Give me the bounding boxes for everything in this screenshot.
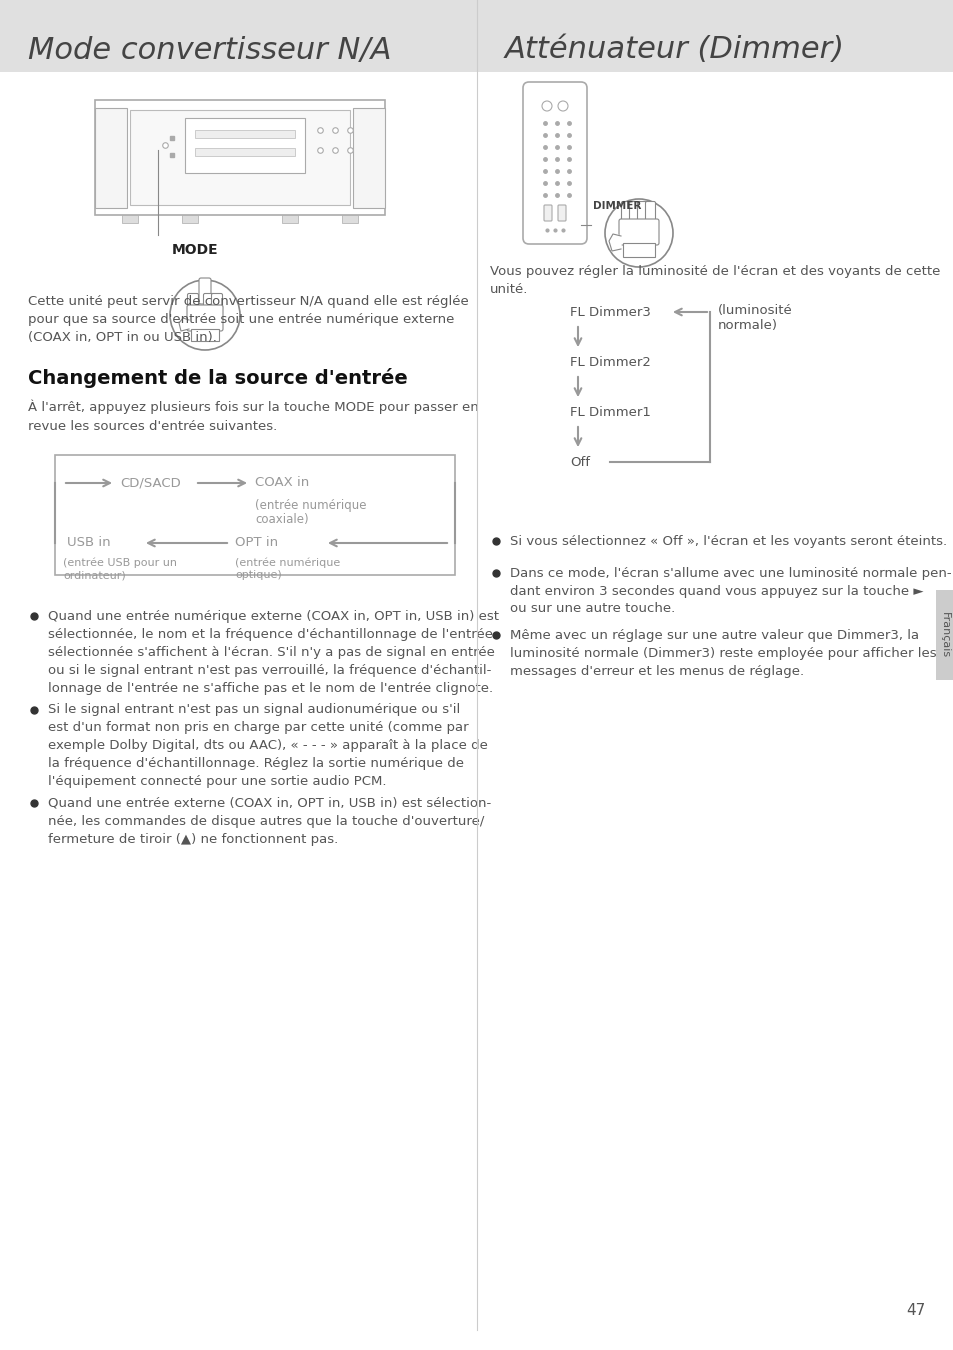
FancyBboxPatch shape (341, 215, 357, 223)
FancyBboxPatch shape (122, 215, 138, 223)
FancyBboxPatch shape (522, 82, 586, 244)
FancyBboxPatch shape (543, 205, 552, 221)
FancyBboxPatch shape (188, 293, 198, 310)
Text: (entrée USB pour un: (entrée USB pour un (63, 558, 177, 568)
Text: FL Dimmer2: FL Dimmer2 (569, 355, 650, 369)
Text: DIMMER: DIMMER (593, 201, 640, 211)
Text: OPT in: OPT in (234, 536, 278, 549)
FancyBboxPatch shape (637, 201, 647, 224)
Text: COAX in: COAX in (254, 477, 309, 490)
FancyBboxPatch shape (194, 148, 294, 157)
FancyBboxPatch shape (203, 293, 214, 310)
FancyBboxPatch shape (212, 293, 222, 310)
FancyBboxPatch shape (622, 243, 655, 256)
FancyBboxPatch shape (95, 100, 385, 215)
Text: FL Dimmer3: FL Dimmer3 (569, 305, 650, 319)
Text: (entrée numérique: (entrée numérique (254, 500, 366, 512)
Text: Cette unité peut servir de convertisseur N/A quand elle est réglée
pour que sa s: Cette unité peut servir de convertisseur… (28, 296, 468, 344)
FancyBboxPatch shape (620, 201, 631, 224)
Text: Même avec un réglage sur une autre valeur que Dimmer3, la
luminosité normale (Di: Même avec un réglage sur une autre valeu… (510, 629, 936, 678)
Text: Français: Français (939, 612, 949, 657)
Text: Atténuateur (Dimmer): Atténuateur (Dimmer) (504, 35, 844, 65)
Text: (entrée numérique: (entrée numérique (234, 558, 340, 568)
FancyBboxPatch shape (282, 215, 297, 223)
Text: Si le signal entrant n'est pas un signal audionumérique ou s'il
est d'un format : Si le signal entrant n'est pas un signal… (48, 703, 487, 788)
FancyBboxPatch shape (194, 130, 294, 138)
FancyBboxPatch shape (95, 108, 127, 208)
FancyBboxPatch shape (629, 201, 639, 224)
FancyBboxPatch shape (55, 455, 455, 575)
Text: 47: 47 (905, 1303, 925, 1318)
FancyBboxPatch shape (182, 215, 198, 223)
FancyBboxPatch shape (187, 305, 223, 331)
Text: ordinateur): ordinateur) (63, 570, 126, 580)
FancyBboxPatch shape (191, 329, 219, 342)
Text: FL Dimmer1: FL Dimmer1 (569, 405, 650, 418)
Text: À l'arrêt, appuyez plusieurs fois sur la touche MODE pour passer en
revue les so: À l'arrêt, appuyez plusieurs fois sur la… (28, 400, 478, 432)
Text: Dans ce mode, l'écran s'allume avec une luminosité normale pen-
dant environ 3 s: Dans ce mode, l'écran s'allume avec une … (510, 567, 951, 616)
Text: (luminosité
normale): (luminosité normale) (718, 304, 792, 332)
Text: Quand une entrée numérique externe (COAX in, OPT in, USB in) est
sélectionnée, l: Quand une entrée numérique externe (COAX… (48, 610, 498, 695)
FancyBboxPatch shape (645, 201, 655, 224)
Text: Si vous sélectionnez « Off », l'écran et les voyants seront éteints.: Si vous sélectionnez « Off », l'écran et… (510, 535, 946, 548)
FancyBboxPatch shape (185, 117, 305, 173)
Text: Off: Off (569, 455, 589, 468)
Text: Mode convertisseur N/A: Mode convertisseur N/A (28, 35, 391, 65)
Text: Changement de la source d'entrée: Changement de la source d'entrée (28, 369, 407, 387)
FancyBboxPatch shape (130, 109, 350, 205)
Text: Vous pouvez régler la luminosité de l'écran et des voyants de cette
unité.: Vous pouvez régler la luminosité de l'éc… (490, 265, 940, 296)
FancyBboxPatch shape (199, 278, 211, 304)
Text: optique): optique) (234, 570, 281, 580)
Text: CD/SACD: CD/SACD (120, 477, 180, 490)
FancyBboxPatch shape (353, 108, 385, 208)
Text: Quand une entrée externe (COAX in, OPT in, USB in) est sélection-
née, les comma: Quand une entrée externe (COAX in, OPT i… (48, 796, 491, 846)
Bar (935, 590, 953, 680)
Text: USB in: USB in (67, 536, 111, 549)
Text: MODE: MODE (172, 243, 218, 256)
Text: coaxiale): coaxiale) (254, 513, 309, 526)
FancyBboxPatch shape (618, 219, 659, 244)
FancyBboxPatch shape (558, 205, 565, 221)
Bar (0, 0, 953, 72)
Polygon shape (608, 234, 620, 251)
Polygon shape (179, 319, 189, 331)
